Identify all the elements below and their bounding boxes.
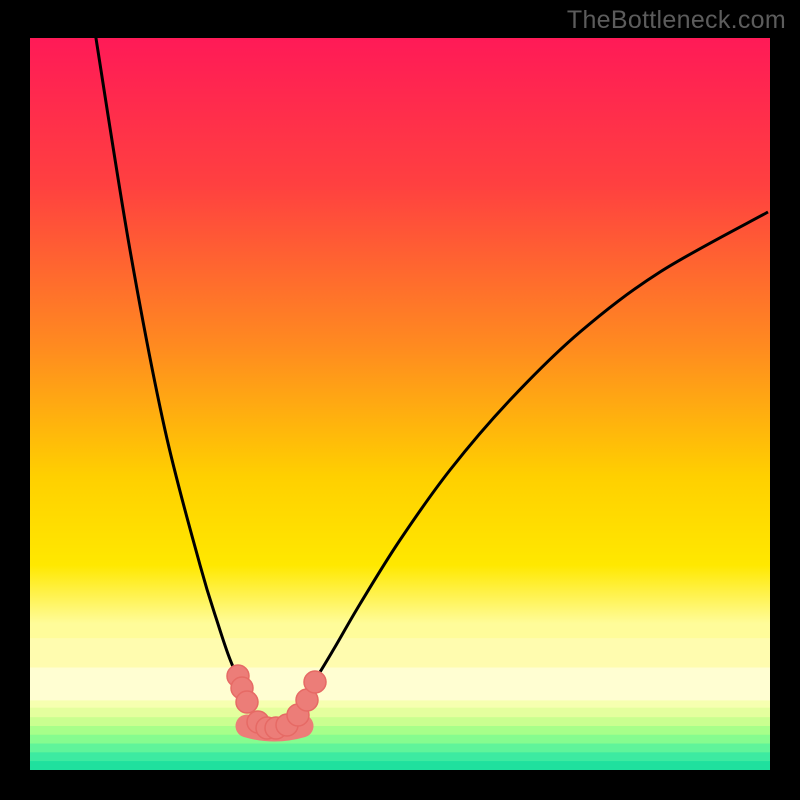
chart-stage: TheBottleneck.com: [0, 0, 800, 800]
trough-marker: [236, 691, 258, 713]
chart-svg: [0, 0, 800, 800]
gradient-bands: [30, 624, 770, 770]
trough-marker: [304, 671, 326, 693]
watermark-text: TheBottleneck.com: [567, 6, 786, 35]
